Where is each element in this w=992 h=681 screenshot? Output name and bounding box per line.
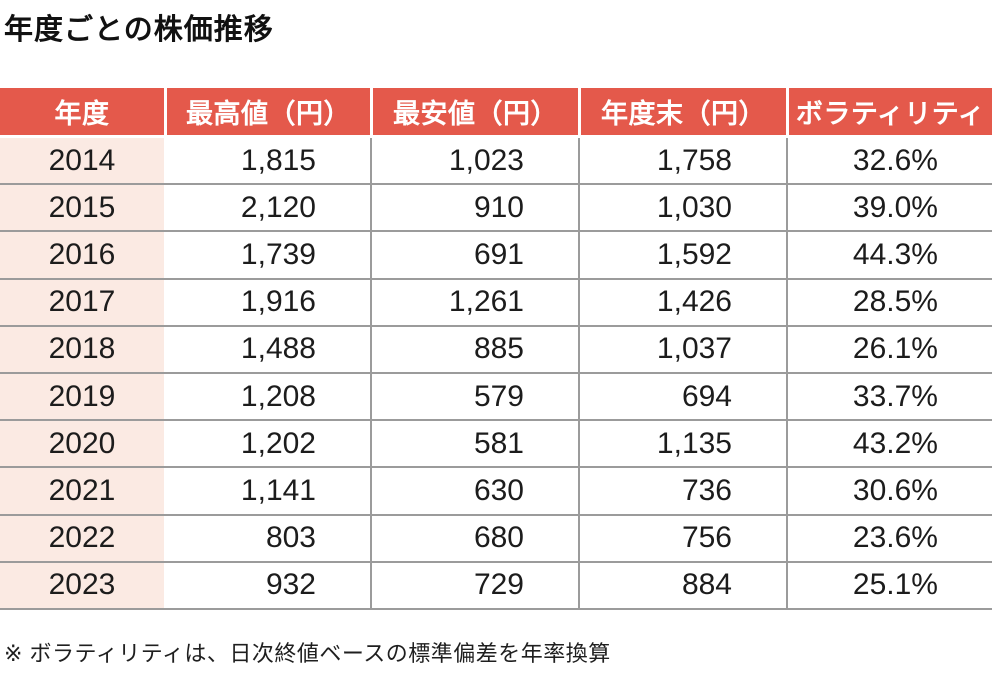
year-cell: 2018 bbox=[0, 326, 164, 374]
volatility-cell: 25.1% bbox=[786, 562, 992, 610]
high-cell: 932 bbox=[164, 562, 370, 610]
low-cell: 729 bbox=[370, 562, 578, 610]
stock-price-table: 年度 最高値（円） 最安値（円） 年度末（円） ボラティリティ 2014 1,8… bbox=[0, 88, 992, 610]
table-row: 2014 1,815 1,023 1,758 32.6% bbox=[0, 138, 992, 186]
year-end-cell: 884 bbox=[578, 562, 786, 610]
year-end-cell: 1,037 bbox=[578, 326, 786, 374]
volatility-cell: 26.1% bbox=[786, 326, 992, 374]
year-cell: 2016 bbox=[0, 232, 164, 280]
year-cell: 2015 bbox=[0, 185, 164, 233]
year-cell: 2023 bbox=[0, 562, 164, 610]
high-cell: 1,739 bbox=[164, 232, 370, 280]
year-end-cell: 1,030 bbox=[578, 185, 786, 233]
low-cell: 579 bbox=[370, 373, 578, 422]
volatility-cell: 28.5% bbox=[786, 279, 992, 327]
high-cell: 1,916 bbox=[164, 279, 370, 327]
year-cell: 2017 bbox=[0, 279, 164, 327]
high-cell: 1,141 bbox=[164, 468, 370, 516]
low-cell: 581 bbox=[370, 421, 578, 469]
high-cell: 1,208 bbox=[164, 373, 370, 422]
header-row: 年度 最高値（円） 最安値（円） 年度末（円） ボラティリティ bbox=[0, 88, 992, 138]
low-cell: 910 bbox=[370, 185, 578, 233]
year-cell: 2014 bbox=[0, 138, 164, 186]
low-cell: 691 bbox=[370, 232, 578, 280]
volatility-cell: 44.3% bbox=[786, 232, 992, 280]
table-row: 2021 1,141 630 736 30.6% bbox=[0, 468, 992, 516]
footnote: ※ ボラティリティは、日次終値ベースの標準偏差を年率換算 bbox=[4, 641, 611, 666]
volatility-cell: 39.0% bbox=[786, 185, 992, 233]
table-row: 2022 803 680 756 23.6% bbox=[0, 515, 992, 563]
table-row: 2020 1,202 581 1,135 43.2% bbox=[0, 421, 992, 469]
col-header-year: 年度 bbox=[0, 88, 164, 138]
table-row: 2017 1,916 1,261 1,426 28.5% bbox=[0, 279, 992, 327]
table-row: 2023 932 729 884 25.1% bbox=[0, 562, 992, 610]
high-cell: 803 bbox=[164, 515, 370, 563]
year-cell: 2019 bbox=[0, 373, 164, 422]
high-cell: 2,120 bbox=[164, 185, 370, 233]
volatility-cell: 33.7% bbox=[786, 373, 992, 422]
table-row: 2019 1,208 579 694 33.7% bbox=[0, 373, 992, 422]
volatility-cell: 43.2% bbox=[786, 421, 992, 469]
year-end-cell: 1,426 bbox=[578, 279, 786, 327]
low-cell: 885 bbox=[370, 326, 578, 374]
low-cell: 1,023 bbox=[370, 138, 578, 186]
low-cell: 630 bbox=[370, 468, 578, 516]
year-cell: 2020 bbox=[0, 421, 164, 469]
year-end-cell: 756 bbox=[578, 515, 786, 563]
table-row: 2016 1,739 691 1,592 44.3% bbox=[0, 232, 992, 280]
col-header-low: 最安値（円） bbox=[370, 88, 578, 138]
volatility-cell: 23.6% bbox=[786, 515, 992, 563]
year-cell: 2021 bbox=[0, 468, 164, 516]
table-row: 2018 1,488 885 1,037 26.1% bbox=[0, 326, 992, 374]
volatility-cell: 32.6% bbox=[786, 138, 992, 186]
year-cell: 2022 bbox=[0, 515, 164, 563]
low-cell: 680 bbox=[370, 515, 578, 563]
col-header-high: 最高値（円） bbox=[164, 88, 370, 138]
table-body: 2014 1,815 1,023 1,758 32.6% 2015 2,120 … bbox=[0, 138, 992, 610]
year-end-cell: 694 bbox=[578, 373, 786, 422]
year-end-cell: 1,758 bbox=[578, 138, 786, 186]
high-cell: 1,815 bbox=[164, 138, 370, 186]
low-cell: 1,261 bbox=[370, 279, 578, 327]
high-cell: 1,488 bbox=[164, 326, 370, 374]
col-header-volatility: ボラティリティ bbox=[786, 88, 992, 138]
year-end-cell: 1,592 bbox=[578, 232, 786, 280]
table-row: 2015 2,120 910 1,030 39.0% bbox=[0, 185, 992, 233]
year-end-cell: 736 bbox=[578, 468, 786, 516]
page-title: 年度ごとの株価推移 bbox=[4, 14, 274, 46]
volatility-cell: 30.6% bbox=[786, 468, 992, 516]
high-cell: 1,202 bbox=[164, 421, 370, 469]
table-header: 年度 最高値（円） 最安値（円） 年度末（円） ボラティリティ bbox=[0, 88, 992, 138]
col-header-year-end: 年度末（円） bbox=[578, 88, 786, 138]
year-end-cell: 1,135 bbox=[578, 421, 786, 469]
